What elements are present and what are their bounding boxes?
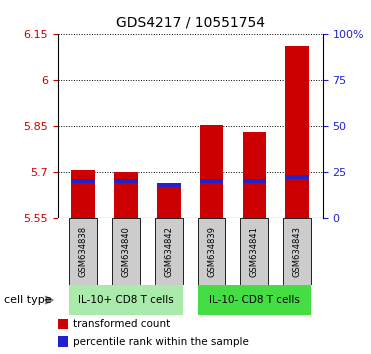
Bar [112, 218, 140, 285]
Bar [240, 218, 268, 285]
Bar [200, 125, 223, 218]
Text: GSM634839: GSM634839 [207, 226, 216, 277]
Bar [157, 183, 181, 218]
Bar [198, 218, 226, 285]
Bar [243, 179, 266, 183]
Bar [58, 319, 68, 329]
Bar [71, 179, 95, 183]
Text: IL-10+ CD8 T cells: IL-10+ CD8 T cells [78, 295, 174, 305]
Text: GSM634841: GSM634841 [250, 226, 259, 277]
Bar [283, 218, 311, 285]
Bar [114, 179, 138, 183]
Text: transformed count: transformed count [73, 319, 171, 329]
Bar [155, 218, 183, 285]
Text: GSM634843: GSM634843 [293, 226, 302, 277]
Text: GSM634840: GSM634840 [121, 226, 131, 277]
Bar [200, 179, 223, 183]
Text: GSM634838: GSM634838 [79, 226, 88, 277]
Bar [114, 172, 138, 218]
Text: cell type: cell type [4, 295, 51, 305]
Bar [285, 175, 309, 179]
Bar [71, 170, 95, 218]
Title: GDS4217 / 10551754: GDS4217 / 10551754 [116, 16, 265, 30]
Bar [58, 336, 68, 347]
Text: GSM634842: GSM634842 [164, 226, 173, 277]
Text: percentile rank within the sample: percentile rank within the sample [73, 337, 249, 347]
Bar [157, 183, 181, 187]
Bar [243, 132, 266, 218]
Bar [69, 218, 97, 285]
Bar [198, 285, 311, 315]
Bar [69, 285, 183, 315]
Text: IL-10- CD8 T cells: IL-10- CD8 T cells [209, 295, 300, 305]
Bar [285, 46, 309, 218]
